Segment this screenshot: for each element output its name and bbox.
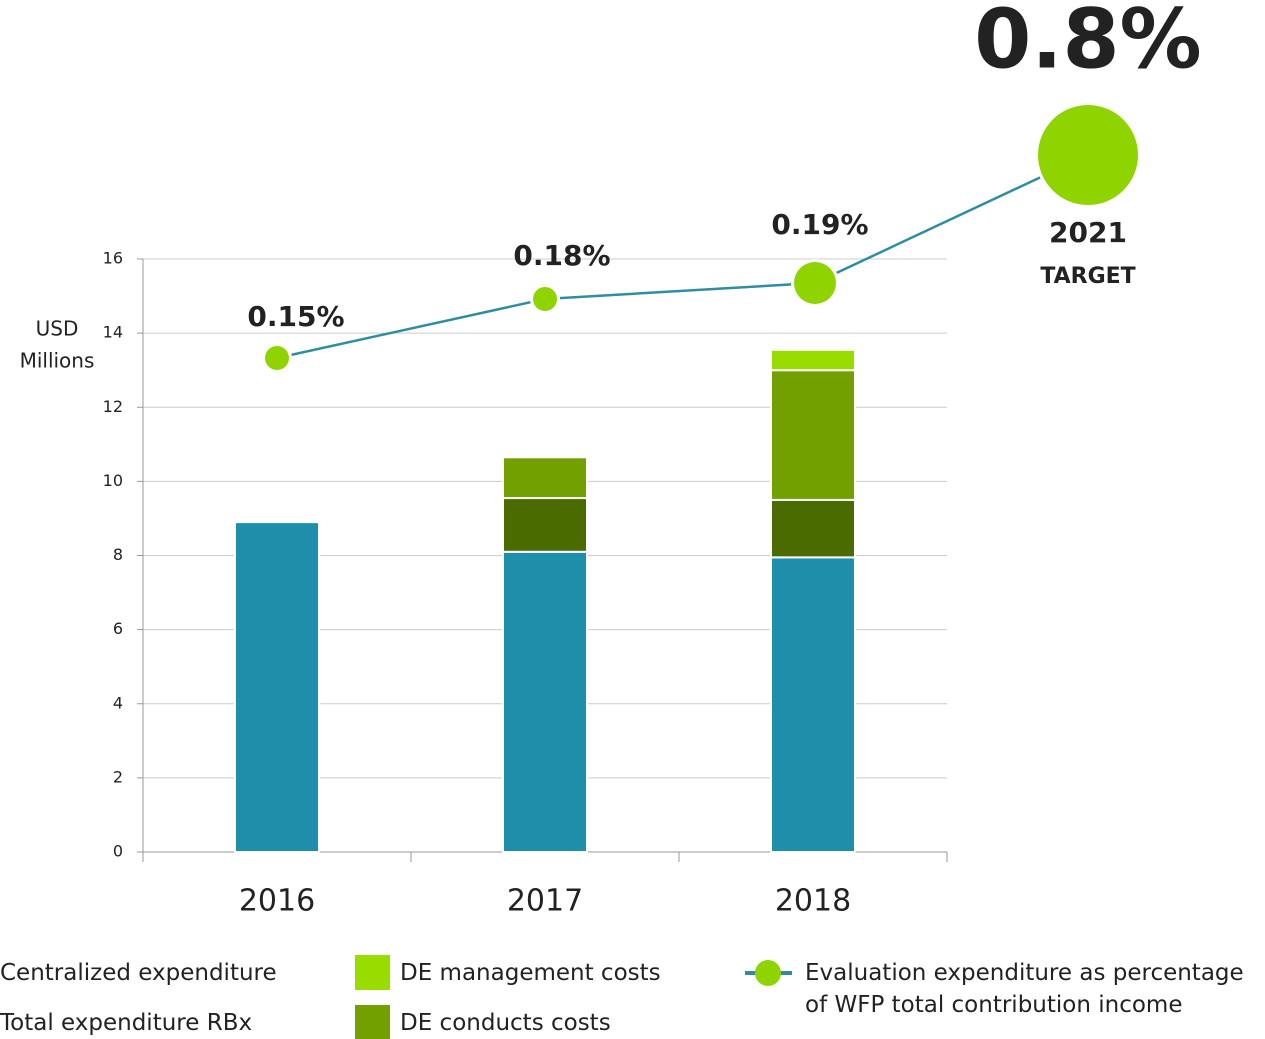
y-tick-label: 14	[103, 323, 123, 342]
line-marker	[794, 262, 836, 304]
line-marker	[533, 287, 557, 311]
bar-segment	[770, 556, 856, 854]
x-tick-label: 2017	[507, 884, 583, 919]
bar-segment	[502, 497, 588, 553]
x-tick-label: 2016	[239, 884, 315, 919]
target-year: 2021	[1049, 216, 1127, 249]
legend-label: DE conducts costs	[400, 1010, 611, 1036]
target-label: TARGET	[1040, 264, 1135, 289]
y-tick-label: 2	[113, 767, 123, 786]
y-axis-label: USD	[36, 317, 79, 341]
y-tick-label: 4	[113, 693, 123, 712]
bar-segment	[234, 521, 320, 853]
y-tick-label: 12	[103, 397, 123, 416]
y-tick-label: 10	[103, 471, 123, 490]
legend-marker	[755, 960, 781, 986]
data-label: 0.8%	[974, 0, 1201, 87]
bar-segment	[770, 348, 856, 372]
y-tick-label: 0	[113, 842, 123, 861]
y-tick-label: 6	[113, 619, 123, 638]
x-tick-label: 2018	[775, 884, 851, 919]
data-label: 0.19%	[771, 208, 868, 241]
y-tick-label: 16	[103, 249, 123, 268]
bar-segment	[502, 456, 588, 500]
legend-label: Total expenditure RBx	[0, 1010, 253, 1036]
legend-label: Evaluation expenditure as percentage of …	[805, 960, 1244, 1018]
legend-label: DE management costs	[400, 960, 661, 986]
line	[276, 153, 1089, 360]
line-marker	[265, 346, 289, 370]
data-label: 0.18%	[513, 239, 610, 272]
y-axis-label: Millions	[20, 349, 95, 373]
legend-swatch	[355, 955, 390, 990]
legend-swatch	[355, 1005, 390, 1039]
bar-segment	[770, 498, 856, 559]
legend-label: Centralized expenditure	[0, 960, 277, 986]
bar-segment	[502, 550, 588, 853]
bar-segment	[770, 369, 856, 501]
data-label: 0.15%	[247, 300, 344, 333]
line-marker	[1038, 105, 1138, 205]
y-tick-label: 8	[113, 545, 123, 564]
